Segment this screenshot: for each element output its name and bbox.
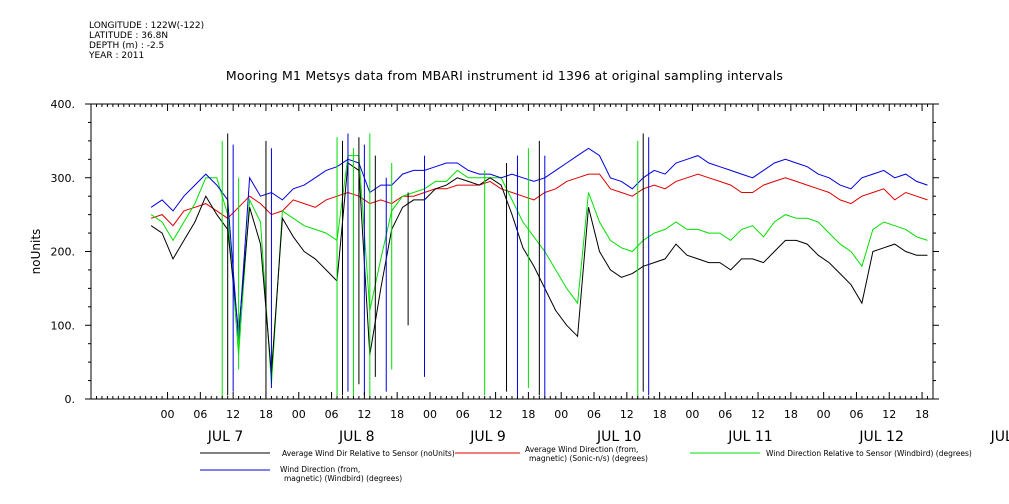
meta-latitude: LATITUDE : 36.8N <box>89 31 169 41</box>
meta-depth: DEPTH (m) : -2.5 <box>89 41 165 51</box>
y-axis-label: noUnits <box>29 229 43 275</box>
x-tick-label: 18 <box>390 408 404 421</box>
axes: 0. 100. 200. 300. 400. noUnits 00 06 12 18 00 06 12 1… <box>29 98 1009 445</box>
x-tick-label: 12 <box>489 408 503 421</box>
x-tick-label: 12 <box>882 408 896 421</box>
x-tick-label: 06 <box>718 408 732 421</box>
x-tick-label: 18 <box>784 408 798 421</box>
x-day-label: JUL 11 <box>727 429 772 445</box>
x-day-label: JUL 7 <box>207 429 244 445</box>
x-tick-label: 00 <box>161 408 175 421</box>
x-tick-label: 06 <box>325 408 339 421</box>
x-day-label: JUL 12 <box>858 429 903 445</box>
x-tick-label: 00 <box>292 408 306 421</box>
legend-label: magnetic) (Windbird) (degrees) <box>284 474 402 483</box>
legend-label: Average Wind Direction (from, <box>525 445 638 454</box>
x-tick-label: 06 <box>587 408 601 421</box>
x-day-label: JUL 10 <box>596 429 641 445</box>
x-tick-label: 06 <box>849 408 863 421</box>
x-day-label: JUL 9 <box>469 429 506 445</box>
mooring-metadata: LONGITUDE : 122W(-122) LATITUDE : 36.8N … <box>89 21 204 61</box>
y-tick-label: 100. <box>51 319 76 332</box>
x-tick-label: 00 <box>423 408 437 421</box>
plot-frame <box>90 103 934 400</box>
y-tick-label: 400. <box>51 98 76 111</box>
y-tick-label: 200. <box>51 246 76 259</box>
plot-area <box>150 133 928 399</box>
y-tick-label: 0. <box>65 393 76 406</box>
meta-year: YEAR : 2011 <box>89 51 145 61</box>
x-tick-label: 18 <box>915 408 929 421</box>
x-tick-label: 12 <box>226 408 240 421</box>
x-tick-label: 06 <box>456 408 470 421</box>
x-tick-label: 06 <box>193 408 207 421</box>
x-tick-label: 12 <box>751 408 765 421</box>
meta-longitude: LONGITUDE : 122W(-122) <box>89 21 205 31</box>
x-tick-label: 00 <box>554 408 568 421</box>
x-tick-label: 12 <box>357 408 371 421</box>
x-tick-label: 00 <box>817 408 831 421</box>
x-tick-label: 18 <box>259 408 273 421</box>
chart-title: Mooring M1 Metsys data from MBARI instru… <box>225 68 784 83</box>
legend-label: Average Wind Dir Relative to Sensor (noU… <box>282 449 455 458</box>
legend-label: Wind Direction (from, <box>280 465 360 474</box>
legend: Average Wind Dir Relative to Sensor (noU… <box>200 445 972 483</box>
x-tick-label: 00 <box>685 408 699 421</box>
legend-label: magnetic) (Sonic-n/s) (degrees) <box>529 454 648 463</box>
legend-label: Wind Direction Relative to Sensor (Windb… <box>766 449 972 458</box>
y-tick-label: 300. <box>51 172 76 185</box>
x-day-label: JUL 13 <box>990 429 1009 445</box>
x-day-label: JUL 8 <box>338 429 375 445</box>
x-tick-label: 18 <box>653 408 667 421</box>
x-tick-label: 18 <box>521 408 535 421</box>
x-tick-label: 12 <box>620 408 634 421</box>
